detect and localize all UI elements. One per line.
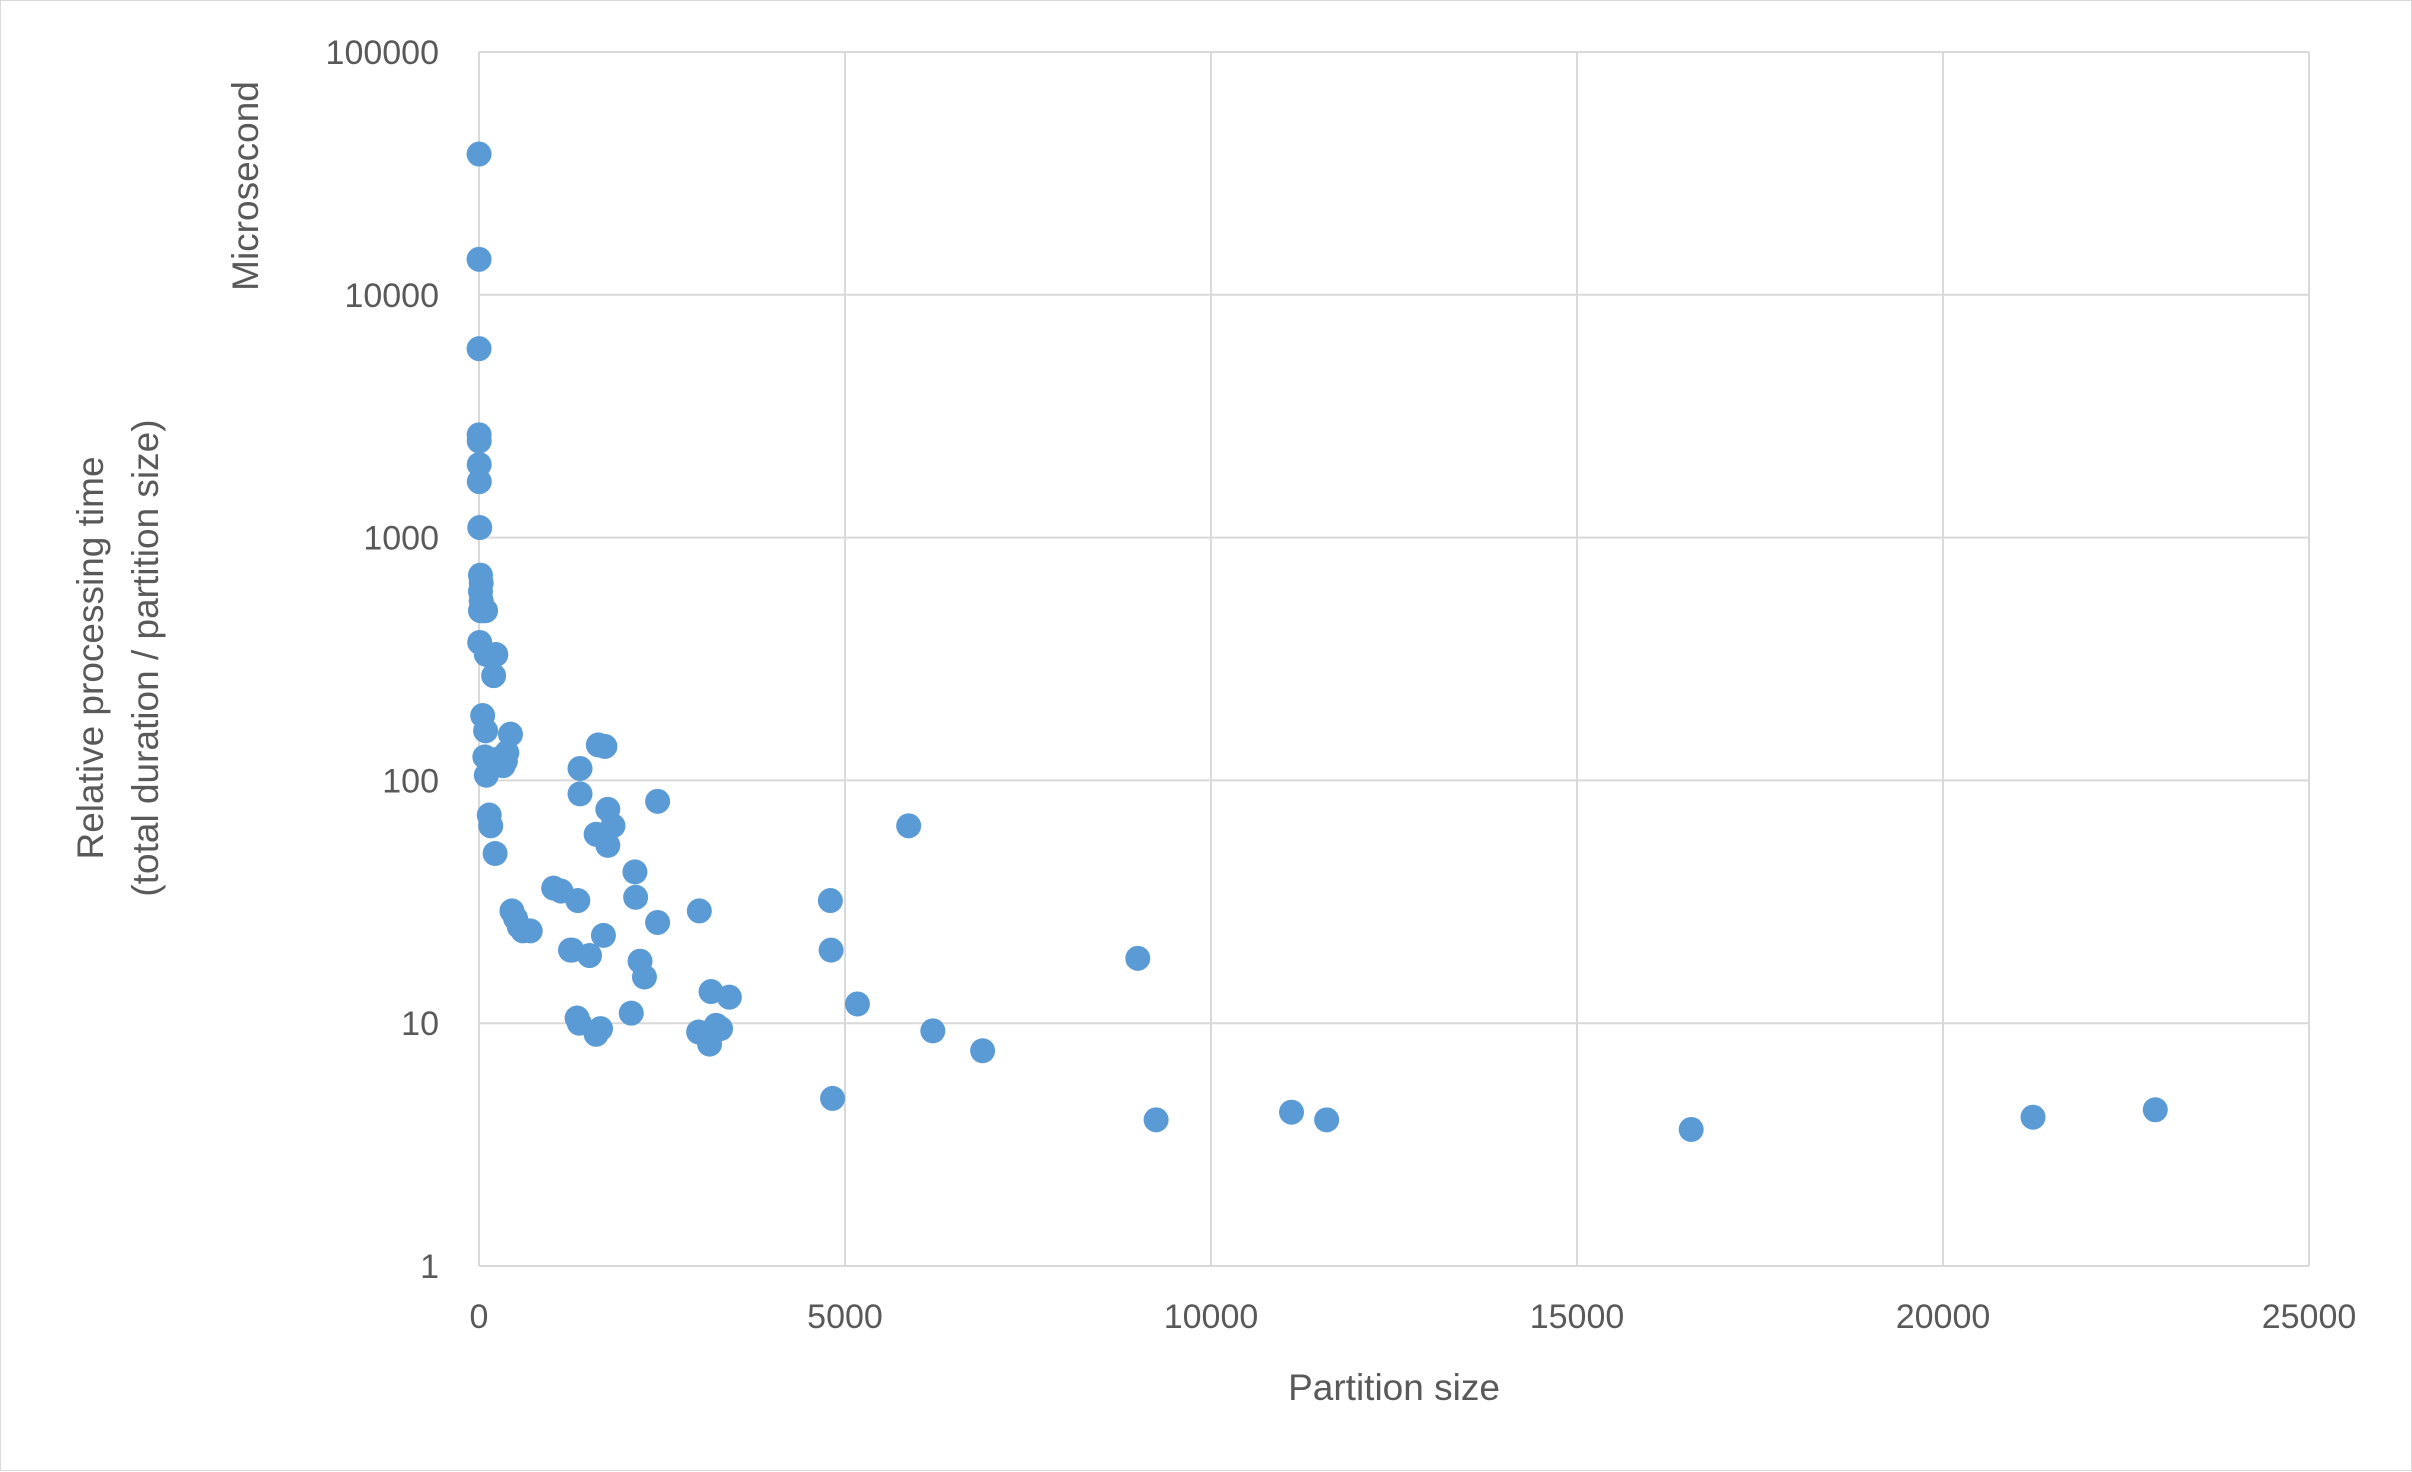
data-point bbox=[466, 141, 492, 167]
data-point bbox=[618, 1000, 644, 1026]
data-points bbox=[466, 141, 2168, 1142]
data-point bbox=[820, 1085, 846, 1111]
data-point bbox=[817, 888, 843, 914]
data-point bbox=[466, 452, 492, 478]
data-point bbox=[600, 813, 626, 839]
y-tick-label: 100000 bbox=[326, 34, 439, 72]
tick-labels: 1 10 100 1000 10000 100000 0 5000 10000 15000 2000… bbox=[326, 34, 2357, 1336]
data-point bbox=[716, 984, 742, 1010]
data-point bbox=[595, 832, 621, 858]
data-point bbox=[645, 788, 671, 814]
data-point bbox=[844, 991, 870, 1017]
data-point bbox=[645, 909, 671, 935]
data-point bbox=[466, 246, 492, 272]
data-point bbox=[517, 918, 543, 944]
data-point bbox=[565, 888, 591, 914]
y-tick-label: 1000 bbox=[363, 520, 439, 558]
data-point bbox=[567, 755, 593, 781]
x-tick-label: 10000 bbox=[1164, 1298, 1259, 1336]
y-tick-label: 1 bbox=[420, 1248, 439, 1286]
gridlines bbox=[478, 51, 2310, 1267]
x-tick-label: 20000 bbox=[1896, 1298, 1991, 1336]
y-axis-title-line-1: Relative processing time bbox=[70, 456, 111, 859]
data-point bbox=[1143, 1107, 1169, 1133]
data-point bbox=[896, 813, 922, 839]
data-point bbox=[466, 428, 492, 454]
data-point bbox=[473, 598, 499, 624]
data-point bbox=[592, 733, 618, 759]
data-point bbox=[920, 1018, 946, 1044]
y-tick-label: 10000 bbox=[344, 277, 439, 315]
data-point bbox=[567, 781, 593, 807]
data-point bbox=[478, 813, 504, 839]
x-tick-label: 0 bbox=[470, 1298, 489, 1336]
y-axis-title-line-2: (total duration / partition size) bbox=[125, 419, 166, 896]
data-point bbox=[622, 859, 648, 885]
data-point bbox=[2020, 1104, 2046, 1130]
data-point bbox=[1678, 1116, 1704, 1142]
data-point bbox=[466, 336, 492, 362]
data-point bbox=[481, 663, 507, 689]
data-point bbox=[1279, 1099, 1305, 1125]
x-tick-label: 15000 bbox=[1530, 1298, 1625, 1336]
data-point bbox=[466, 469, 492, 495]
data-point bbox=[970, 1038, 996, 1064]
data-point bbox=[497, 721, 523, 747]
data-point bbox=[1314, 1107, 1340, 1133]
y-tick-label: 100 bbox=[382, 762, 439, 800]
x-axis-title: Partition size bbox=[1288, 1367, 1500, 1408]
data-point bbox=[483, 642, 509, 668]
data-point bbox=[2142, 1097, 2168, 1123]
y-tick-label: 10 bbox=[401, 1005, 439, 1043]
data-point bbox=[588, 1016, 614, 1042]
data-point bbox=[482, 840, 508, 866]
data-point bbox=[473, 762, 499, 788]
data-point bbox=[590, 922, 616, 948]
data-point bbox=[473, 718, 499, 744]
x-tick-label: 5000 bbox=[807, 1298, 883, 1336]
x-tick-label: 25000 bbox=[2262, 1298, 2357, 1336]
data-point bbox=[818, 937, 844, 963]
data-point bbox=[623, 884, 649, 910]
data-point bbox=[467, 515, 493, 541]
data-point bbox=[631, 964, 657, 990]
data-point bbox=[1125, 945, 1151, 971]
data-point bbox=[708, 1016, 734, 1042]
y-unit-annotation: Microsecond bbox=[225, 81, 266, 291]
data-point bbox=[577, 943, 603, 969]
data-point bbox=[686, 898, 712, 924]
